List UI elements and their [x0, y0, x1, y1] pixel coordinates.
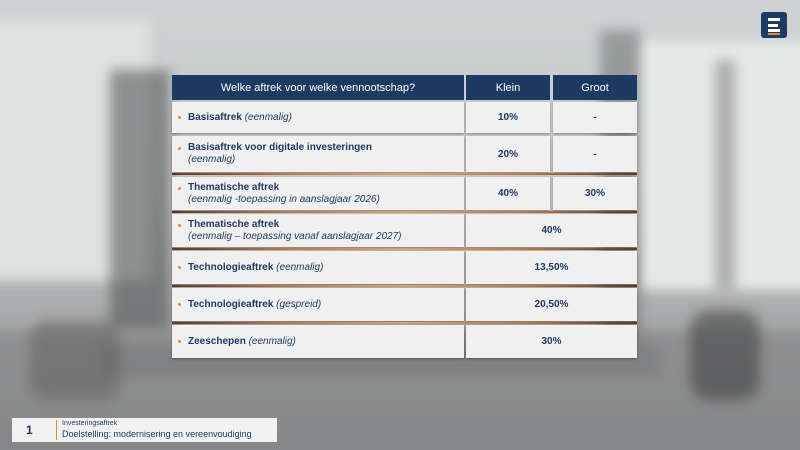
bullet-icon	[178, 146, 181, 150]
row-name: Technologieaftrek	[188, 261, 274, 273]
row-label-cell: Basisaftrek (eenmalig)	[172, 102, 464, 133]
row-name: Thematische aftrek	[188, 218, 280, 230]
klein-cell: 40%	[466, 177, 550, 210]
row-divider	[172, 285, 637, 287]
row-note: (eenmalig)	[188, 154, 236, 165]
header-groot: Groot	[553, 75, 637, 100]
row-note: (eenmalig)	[248, 335, 296, 347]
groot-cell: -	[553, 136, 637, 172]
bullet-icon	[178, 302, 181, 306]
row-label-cell: Thematische aftrek (eenmalig – toepassing…	[172, 214, 464, 247]
merged-value: 20,50%	[534, 299, 569, 310]
row-name: Thematische aftrek	[188, 181, 280, 193]
row-name: Basisaftrek	[188, 111, 242, 123]
table-row: Thematische aftrek (eenmalig – toepassing…	[172, 214, 637, 247]
row-label-cell: Technologieaftrek (eenmalig)	[172, 251, 464, 284]
merged-value: 40%	[541, 225, 562, 236]
row-note: (eenmalig -toepassing in aanslagjaar 202…	[188, 193, 380, 205]
groot-value: -	[593, 112, 597, 123]
row-label-cell: Zeeschepen (eenmalig)	[172, 325, 464, 358]
header-question: Welke aftrek voor welke vennootschap?	[172, 75, 464, 100]
table-row: Technologieaftrek (gespreid) 20,50%	[172, 288, 637, 321]
table-row: Technologieaftrek (eenmalig) 13,50%	[172, 251, 637, 284]
table-row: Basisaftrek (eenmalig) 10% -	[172, 102, 637, 133]
groot-value: 30%	[584, 188, 605, 199]
bullet-icon	[178, 265, 181, 269]
section-name: Investeringsaftrek	[62, 420, 118, 427]
groot-value: -	[593, 148, 597, 160]
row-name: Zeeschepen	[188, 335, 246, 347]
bullet-icon	[178, 223, 181, 227]
row-name: Basisaftrek voor digitale investeringen	[188, 142, 372, 153]
merged-value: 13,50%	[534, 262, 569, 273]
row-divider	[172, 322, 637, 324]
merged-value-cell: 13,50%	[466, 251, 637, 284]
merged-value-cell: 30%	[466, 325, 637, 358]
row-name: Technologieaftrek	[188, 298, 274, 310]
groot-cell: -	[553, 102, 637, 133]
row-note: (eenmalig – toepassing vanaf aanslagjaar…	[188, 230, 402, 242]
merged-value: 30%	[541, 336, 562, 347]
merged-value-cell: 20,50%	[466, 288, 637, 321]
klein-value: 40%	[497, 188, 518, 199]
footer-label: 1 Investeringsaftrek Doelstelling: moder…	[12, 418, 277, 442]
row-note: (eenmalig)	[276, 261, 324, 273]
merged-value-cell: 40%	[466, 214, 637, 247]
slide-title: Doelstelling: modernisering en vereenvou…	[62, 429, 252, 439]
klein-cell: 10%	[466, 102, 550, 133]
bullet-icon	[178, 339, 181, 343]
table-row: Basisaftrek voor digitale investeringen(…	[172, 136, 637, 172]
footer-divider	[56, 420, 57, 440]
bullet-icon	[178, 186, 181, 190]
row-label-cell: Technologieaftrek (gespreid)	[172, 288, 464, 321]
klein-value: 20%	[497, 148, 518, 160]
table-row: Thematische aftrek (eenmalig -toepassing …	[172, 177, 637, 210]
row-note: (gespreid)	[276, 298, 322, 310]
row-divider	[172, 248, 637, 250]
row-label-cell: Thematische aftrek (eenmalig -toepassing …	[172, 177, 464, 210]
groot-cell: 30%	[553, 177, 637, 210]
klein-value: 10%	[497, 112, 518, 123]
row-label-cell: Basisaftrek voor digitale investeringen(…	[172, 136, 464, 172]
table-row: Zeeschepen (eenmalig) 30%	[172, 325, 637, 358]
row-divider	[172, 211, 637, 213]
page-number: 1	[26, 423, 33, 437]
row-note: (eenmalig)	[244, 111, 292, 123]
row-divider	[172, 173, 637, 175]
klein-cell: 20%	[466, 136, 550, 172]
header-klein: Klein	[466, 75, 550, 100]
brand-logo-icon	[761, 12, 787, 38]
bullet-icon	[178, 115, 181, 119]
